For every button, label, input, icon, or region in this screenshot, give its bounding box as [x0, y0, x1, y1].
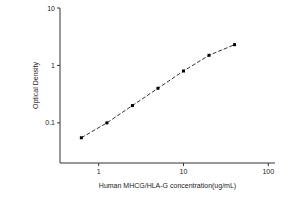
- x-tick-label: 10: [180, 168, 188, 175]
- data-point: [105, 121, 108, 124]
- y-tick-label: 10: [47, 5, 55, 12]
- chart-root: 0.1 1 10 1 10 100 Human MHCG/HLA-G concentrati…: [0, 0, 300, 200]
- data-point: [233, 43, 236, 46]
- data-line: [81, 45, 234, 138]
- x-tick-label: 100: [262, 168, 274, 175]
- data-point: [80, 136, 83, 139]
- x-tick: [183, 163, 184, 166]
- y-tick-label: 0.1: [45, 119, 55, 126]
- x-tick-label: 1: [97, 168, 101, 175]
- data-point: [208, 54, 211, 57]
- data-point: [156, 87, 159, 90]
- chart: 0.1 1 10 1 10 100 Human MHCG/HLA-G concentrati…: [0, 0, 300, 200]
- data-point: [131, 104, 134, 107]
- x-axis: [60, 163, 275, 164]
- y-axis: [60, 8, 61, 163]
- y-tick-label: 1: [51, 62, 55, 69]
- x-tick: [268, 163, 269, 166]
- y-axis-label: Optical Density: [32, 61, 40, 109]
- data-point: [182, 69, 185, 72]
- x-axis-label: Human MHCG/HLA-G concentration(ug/mL): [99, 182, 236, 190]
- x-tick: [98, 163, 99, 166]
- y-tick: [57, 122, 60, 123]
- plot-area: [80, 43, 236, 139]
- y-tick: [57, 8, 60, 9]
- y-tick: [57, 65, 60, 66]
